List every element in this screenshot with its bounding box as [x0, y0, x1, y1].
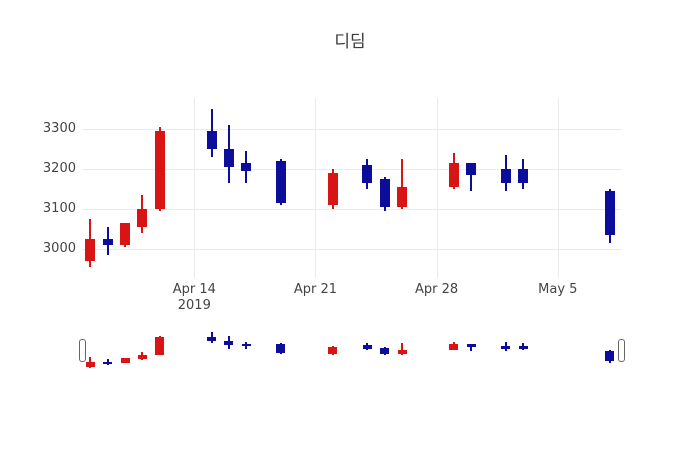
- rangeslider-candle-wick: [470, 344, 473, 351]
- rangeslider-candle: [397, 349, 407, 355]
- candle-down: [466, 163, 477, 175]
- x-axis-tick-label: Apr 21: [293, 282, 338, 297]
- candle-down: [223, 149, 234, 167]
- candle-up-wick: [401, 159, 404, 209]
- rangeslider-candle: [362, 344, 372, 349]
- y-gridline: [82, 169, 621, 170]
- candle-up: [154, 131, 165, 209]
- rangeslider-candle: [518, 345, 528, 349]
- x-axis-tick-label: Apr 28: [415, 282, 459, 297]
- x-axis-tick-label: May 5: [538, 282, 578, 297]
- candle-up: [137, 209, 148, 227]
- rangeslider-candle: [449, 344, 459, 350]
- rangeslider-candle: [120, 357, 130, 363]
- rangeslider-candle: [137, 354, 147, 359]
- candle-up: [120, 223, 131, 245]
- candle-down: [379, 179, 390, 207]
- rangeslider-candle: [328, 346, 338, 354]
- candle-down: [241, 163, 252, 171]
- rangeslider-candle: [276, 343, 286, 354]
- rangeslider-candle: [155, 337, 165, 355]
- rangeslider-candle: [605, 350, 615, 361]
- candle-down: [206, 131, 217, 149]
- y-gridline: [82, 249, 621, 250]
- rangeslider-candle: [501, 345, 511, 349]
- x-gridline: [436, 98, 438, 278]
- candle-down: [102, 239, 113, 245]
- candle-up: [448, 163, 459, 187]
- candle-down: [275, 161, 286, 203]
- x-gridline: [557, 98, 559, 278]
- rangeslider-handle-right[interactable]: [617, 338, 625, 362]
- candle-up: [327, 173, 338, 205]
- rangeslider-candle: [207, 337, 217, 342]
- x-axis-tick-label: Apr 14: [172, 282, 216, 297]
- y-gridline: [82, 129, 621, 130]
- candle-up: [85, 239, 96, 261]
- candle-down: [604, 191, 615, 235]
- y-gridline: [82, 209, 621, 210]
- y-axis-tick-label: 3300: [42, 121, 76, 136]
- y-axis-tick-label: 3100: [42, 201, 76, 216]
- rangeslider-candle: [380, 347, 390, 355]
- rangeslider-candle: [103, 361, 113, 364]
- candle-down: [362, 165, 373, 183]
- candle-down-wick: [470, 163, 473, 191]
- chart-title: 디딤: [334, 32, 366, 52]
- y-axis-tick-label: 3200: [42, 161, 76, 176]
- x-axis-tick-sublabel: 2019: [177, 298, 211, 313]
- candle-up: [397, 187, 408, 207]
- rangeslider-candle: [224, 341, 234, 346]
- candle-down: [500, 169, 511, 183]
- x-gridline: [315, 98, 317, 278]
- x-gridline: [194, 98, 196, 278]
- rangeslider-candle: [466, 344, 476, 348]
- rangeslider-candle-wick: [401, 343, 404, 355]
- y-axis-tick-label: 3000: [42, 241, 76, 256]
- rangeslider-candle: [85, 361, 95, 367]
- rangeslider-candle: [241, 344, 251, 347]
- candle-down: [518, 169, 529, 183]
- rangeslider-handle-left[interactable]: [78, 338, 86, 362]
